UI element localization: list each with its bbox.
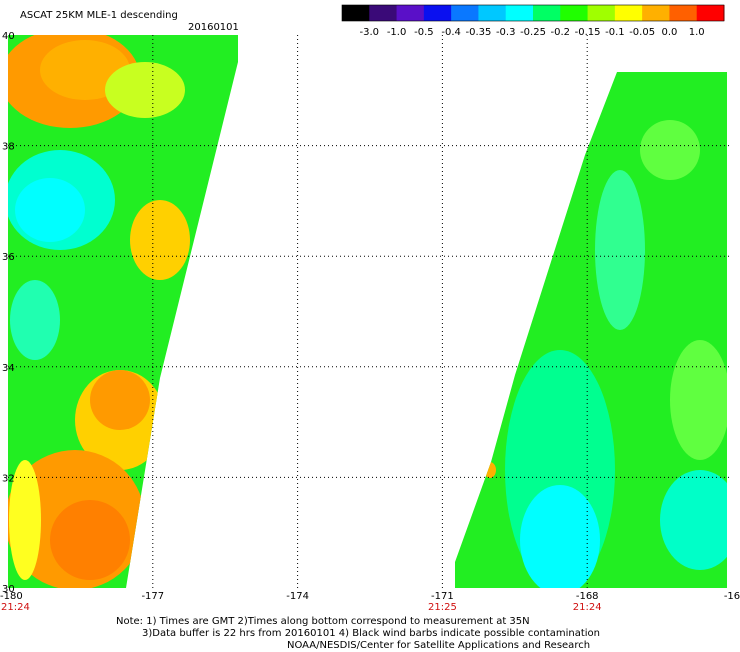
latitude-label: 34 (2, 363, 15, 374)
colorbar-label: -1.0 (387, 27, 407, 38)
date-label: 20160101 (188, 22, 239, 33)
latitude-tick-labels: 40 38 36 34 32 30 (2, 31, 15, 595)
longitude-tick-labels: -180 -177 -174 -171 -168 -16 (0, 591, 740, 602)
colorbar-label: -0.4 (441, 27, 461, 38)
note-line-2: 3)Data buffer is 22 hrs from 20160101 4)… (142, 628, 600, 639)
colorbar-swatch (642, 5, 670, 21)
colorbar-swatch (451, 5, 479, 21)
colorbar-label: -0.5 (414, 27, 434, 38)
note-line-1: Note: 1) Times are GMT 2)Times along bot… (116, 616, 530, 627)
pass-time-label: 21:25 (428, 602, 457, 613)
colorbar-label: -0.15 (575, 27, 601, 38)
colorbar-label: -0.35 (465, 27, 491, 38)
pass-time-label: 21:24 (573, 602, 602, 613)
colorbar-swatch (369, 5, 398, 21)
latitude-label: 30 (2, 584, 15, 595)
colorbar-swatch (342, 5, 370, 21)
longitude-label: -171 (431, 591, 454, 602)
colorbar-swatch (478, 5, 507, 21)
note-line-3: NOAA/NESDIS/Center for Satellite Applica… (287, 640, 591, 651)
longitude-label: -177 (141, 591, 164, 602)
product-title: ASCAT 25KM MLE-1 descending (20, 10, 178, 21)
latitude-label: 36 (2, 252, 15, 263)
right-swath (455, 72, 727, 588)
colorbar-label: 0.0 (661, 27, 677, 38)
longitude-label: -174 (286, 591, 309, 602)
colorbar-label: -0.05 (629, 27, 655, 38)
colorbar-label: -0.25 (520, 27, 546, 38)
colorbar-swatch (533, 5, 561, 21)
longitude-label: -168 (576, 591, 599, 602)
lat-lon-grid (8, 35, 732, 588)
latitude-label: 38 (2, 142, 15, 153)
colorbar-swatch (614, 5, 643, 21)
colorbar-swatch (587, 5, 616, 21)
latitude-label: 32 (2, 473, 15, 484)
colorbar-labels: -3.0 -1.0 -0.5 -0.4 -0.35 -0.3 -0.25 -0.2 -0.15-… (360, 27, 705, 38)
longitude-label: -16 (724, 591, 740, 602)
colorbar-swatch (669, 5, 698, 21)
colorbar-swatch (505, 5, 534, 21)
colorbar-swatch (396, 5, 425, 21)
colorbar (341, 4, 725, 22)
colorbar-swatch (560, 5, 589, 21)
left-swath (8, 35, 238, 588)
longitude-label: -180 (0, 591, 23, 602)
colorbar-label: -3.0 (360, 27, 380, 38)
colorbar-label: 1.0 (689, 27, 705, 38)
colorbar-frame (341, 4, 725, 22)
colorbar-swatch (696, 5, 725, 21)
pass-time-label: 21:24 (1, 602, 30, 613)
latitude-label: 40 (2, 31, 15, 42)
pass-time-labels: 21:24 21:25 21:24 (1, 602, 602, 613)
colorbar-swatch (423, 5, 452, 21)
colorbar-label: -0.3 (496, 27, 516, 38)
colorbar-label: -0.2 (551, 27, 571, 38)
colorbar-label: -0.1 (605, 27, 625, 38)
